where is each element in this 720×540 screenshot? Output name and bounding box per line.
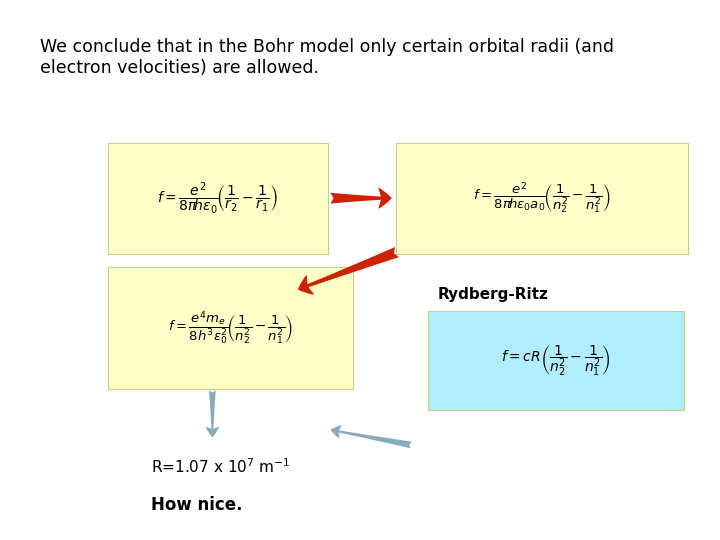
Text: R=1.07 x 10$^7$ m$^{-1}$: R=1.07 x 10$^7$ m$^{-1}$ — [151, 458, 291, 476]
FancyBboxPatch shape — [396, 143, 688, 254]
Text: Rydberg-Ritz: Rydberg-Ritz — [438, 287, 549, 302]
FancyBboxPatch shape — [108, 143, 328, 254]
Text: We conclude that in the Bohr model only certain orbital radii (and
electron velo: We conclude that in the Bohr model only … — [40, 38, 613, 77]
FancyBboxPatch shape — [108, 267, 353, 389]
Text: $f = \dfrac{e^4 m_e}{8h^3\varepsilon_0^{2}}\!\left(\dfrac{1}{n_2^2} - \dfrac{1}{: $f = \dfrac{e^4 m_e}{8h^3\varepsilon_0^{… — [168, 309, 293, 347]
Text: $f = \dfrac{e^2}{8\pi\!h\varepsilon_0}\!\left(\dfrac{1}{r_2} - \dfrac{1}{r_1}\ri: $f = \dfrac{e^2}{8\pi\!h\varepsilon_0}\!… — [158, 180, 278, 217]
Text: How nice.: How nice. — [151, 496, 243, 514]
Text: $f = cR\left(\dfrac{1}{n_2^2} - \dfrac{1}{n_1^2}\right)$: $f = cR\left(\dfrac{1}{n_2^2} - \dfrac{1… — [501, 343, 611, 378]
Text: $f = \dfrac{e^2}{8\pi\!h\varepsilon_0 a_0}\!\left(\dfrac{1}{n_2^2} - \dfrac{1}{n: $f = \dfrac{e^2}{8\pi\!h\varepsilon_0 a_… — [473, 181, 611, 216]
FancyBboxPatch shape — [428, 310, 684, 410]
